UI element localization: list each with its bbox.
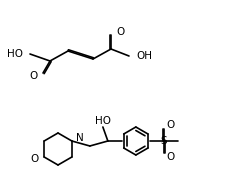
Text: O: O [30, 154, 38, 164]
Text: OH: OH [136, 51, 152, 61]
Text: S: S [160, 136, 167, 146]
Text: O: O [167, 120, 175, 130]
Text: HO: HO [95, 116, 111, 126]
Text: O: O [116, 27, 124, 37]
Text: HO: HO [7, 49, 23, 59]
Text: N: N [76, 133, 84, 143]
Text: O: O [167, 152, 175, 162]
Text: O: O [30, 71, 38, 81]
